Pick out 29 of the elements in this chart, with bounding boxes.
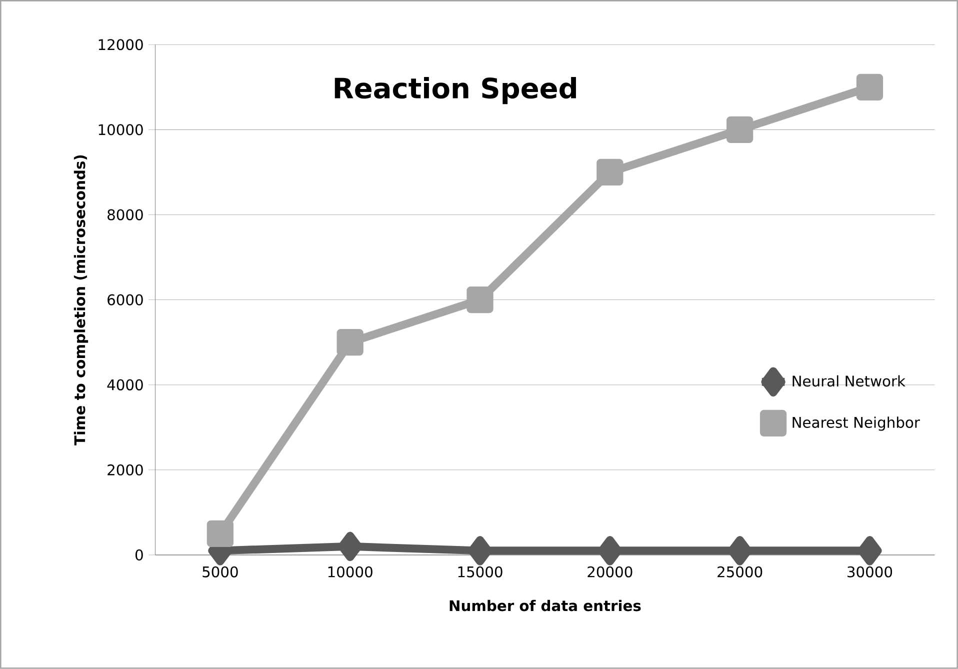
point [728,536,752,566]
point [338,532,362,562]
point [468,536,492,566]
y-axis-title: Time to completion (microseconds) [74,155,88,446]
point [596,158,624,186]
point [858,536,882,566]
y-tick-label: 6000 [108,294,143,306]
x-tick-label: 10000 [328,566,372,578]
x-tick-label: 5000 [202,566,238,578]
point [598,536,622,566]
point [206,520,234,548]
point [726,116,754,144]
x-tick-label: 30000 [848,566,892,578]
x-tick-label: 20000 [588,566,632,578]
x-axis-title: Number of data entries [450,600,641,612]
point [856,74,884,101]
y-tick-label: 12000 [98,39,143,50]
legend-label: Nearest Neighbor [792,416,920,431]
legend-label: Neural Network [792,375,906,387]
y-tick-label: 10000 [98,124,143,136]
text: Reaction Speed [334,77,576,104]
y-tick-label: 8000 [108,209,143,220]
point [336,329,364,356]
y-tick-label: 2000 [108,464,143,476]
y-tick-label: 4000 [107,379,143,390]
point [466,286,494,314]
x-tick-label: 25000 [718,566,762,578]
y-tick-label: 0 [136,549,143,561]
x-tick-label: 15000 [458,566,502,578]
